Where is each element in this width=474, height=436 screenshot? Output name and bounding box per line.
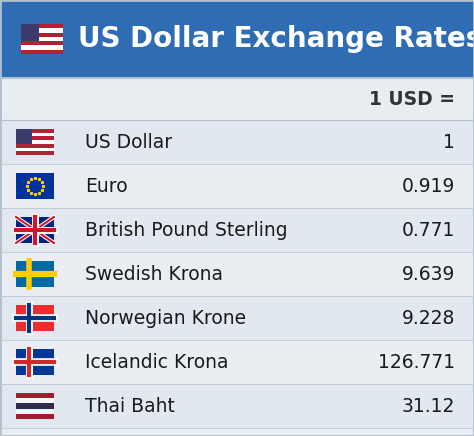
Bar (21, 37, 63, 41)
Text: US Dollar: US Dollar (85, 133, 172, 151)
Text: US Dollar Exchange Rates: US Dollar Exchange Rates (78, 25, 474, 53)
Text: 1: 1 (443, 133, 455, 151)
Bar (16, 349, 54, 375)
Bar (16, 147, 54, 151)
Text: Thai Baht: Thai Baht (85, 396, 175, 416)
Bar (21, 45, 63, 50)
Text: British Pound Sterling: British Pound Sterling (85, 221, 288, 239)
Bar (21, 33, 63, 37)
Bar (16, 403, 54, 409)
Bar (16, 144, 54, 147)
Bar (16, 173, 54, 199)
Bar (16, 409, 54, 414)
Bar (16, 261, 54, 287)
Text: Swedish Krona: Swedish Krona (85, 265, 223, 283)
Text: 126.771: 126.771 (378, 352, 455, 371)
Bar (16, 217, 54, 243)
Text: 9.639: 9.639 (401, 265, 455, 283)
Text: 0.919: 0.919 (401, 177, 455, 195)
Bar (21, 28, 63, 33)
Bar (21, 50, 63, 54)
Bar (0, 296, 474, 340)
Bar (21, 24, 63, 28)
Bar (0, 78, 474, 120)
Text: Norwegian Krone: Norwegian Krone (85, 309, 246, 327)
Text: 0.771: 0.771 (401, 221, 455, 239)
Bar (16, 398, 54, 403)
Bar (16, 129, 32, 144)
Bar (0, 252, 474, 296)
Bar (0, 384, 474, 428)
Bar (16, 305, 54, 331)
Bar (0, 164, 474, 208)
Bar (21, 41, 63, 45)
Bar (0, 120, 474, 164)
Text: 9.228: 9.228 (401, 309, 455, 327)
Bar (16, 393, 54, 398)
Bar (16, 140, 54, 144)
Bar (0, 340, 474, 384)
Text: 1 USD =: 1 USD = (369, 89, 455, 109)
Bar (16, 133, 54, 136)
Bar (0, 208, 474, 252)
Bar (0, 428, 474, 436)
Text: 31.12: 31.12 (401, 396, 455, 416)
Bar (0, 0, 474, 78)
Bar (16, 414, 54, 419)
Text: Icelandic Krona: Icelandic Krona (85, 352, 228, 371)
Bar (16, 151, 54, 155)
Text: Euro: Euro (85, 177, 128, 195)
Bar (16, 129, 54, 133)
Bar (21, 24, 39, 41)
Bar (16, 136, 54, 140)
